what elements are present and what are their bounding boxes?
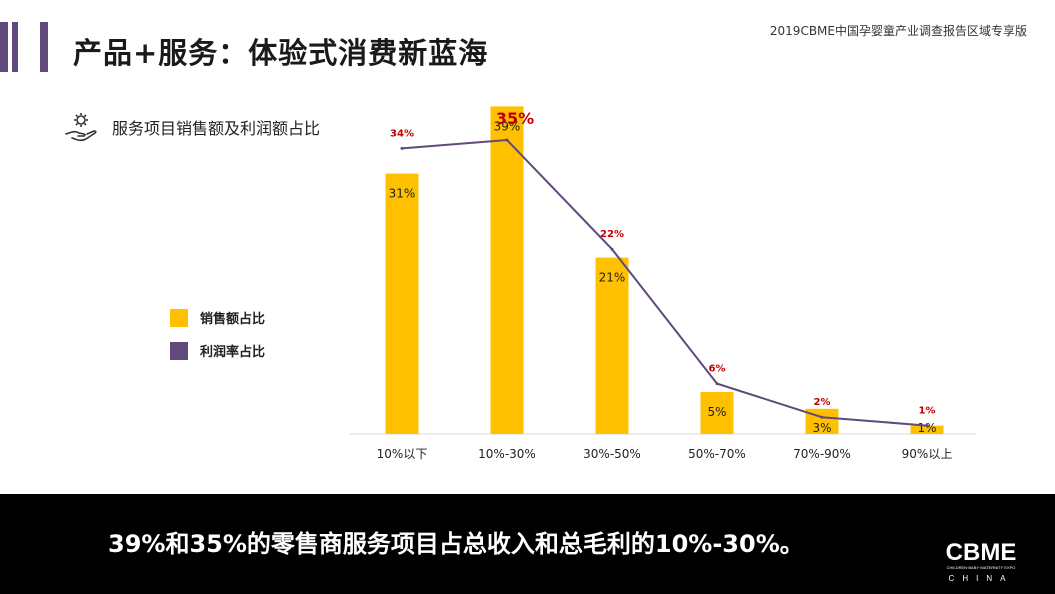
bar-value-label: 1% <box>917 421 936 435</box>
bar-sales-2 <box>595 257 629 434</box>
bar-value-label: 3% <box>812 421 831 435</box>
chart-subtitle-group: 服务项目销售额及利润额占比 <box>64 110 320 144</box>
legend-label: 利润率占比 <box>200 345 266 360</box>
bar-value-label: 39% <box>494 119 521 133</box>
line-point-profit-0 <box>400 146 404 150</box>
line-profit <box>401 138 928 427</box>
x-tick-label: 10%-30% <box>478 447 536 461</box>
accent-bar <box>40 22 48 72</box>
bar-value-label: 21% <box>599 271 626 285</box>
footer-summary: 39%和35%的零售商服务项目占总收入和总毛利的10%-30%。 <box>108 530 804 558</box>
footer-banner: 39%和35%的零售商服务项目占总收入和总毛利的10%-30%。 CBME CH… <box>0 494 1055 594</box>
bar-sales-1 <box>490 106 524 435</box>
legend-swatch <box>170 341 188 360</box>
legend-label: 销售额占比 <box>200 312 266 327</box>
legend-swatch <box>170 308 188 327</box>
x-tick-label: 10%以下 <box>377 447 428 461</box>
accent-bar <box>0 22 8 72</box>
line-value-label: 6% <box>709 364 726 375</box>
bar-line-chart: 31% 39% 21% 5% 3% 1% 34% 35% 22% 6% 2% 1% 10%以下 10%-3… <box>350 106 976 461</box>
x-tick-label: 90%以上 <box>902 447 953 461</box>
line-point-profit-2 <box>610 247 614 251</box>
line-point-profit-5 <box>925 424 929 428</box>
line-value-label: 22% <box>600 229 624 240</box>
line-point-profit-4 <box>820 415 824 419</box>
chart-legend: 销售额占比 利润率占比 <box>170 308 265 374</box>
svg-text:CHINA: CHINA <box>949 574 1014 583</box>
line-value-label: 35% <box>496 109 534 128</box>
bar-value-label: 5% <box>707 405 726 419</box>
line-point-profit-3 <box>715 382 719 386</box>
gear-hand-icon <box>65 113 97 142</box>
bar-sales-3 <box>700 392 734 434</box>
line-point-profit-1 <box>505 138 509 142</box>
svg-text:CHILDREN·BABY·MATERNITY EXPO: CHILDREN·BABY·MATERNITY EXPO <box>947 565 1016 570</box>
legend-item-sales: 销售额占比 <box>170 308 265 327</box>
report-name: 2019CBME中国孕婴童产业调查报告区域专享版 <box>769 24 1027 38</box>
x-tick-label: 30%-50% <box>583 447 641 461</box>
bar-sales-0 <box>385 173 419 434</box>
x-tick-label: 50%-70% <box>688 447 746 461</box>
cbme-logo: CBME CHILDREN·BABY·MATERNITY EXPO CHINA <box>946 539 1017 583</box>
x-tick-label: 70%-90% <box>793 447 851 461</box>
chart-subtitle: 服务项目销售额及利润额占比 <box>112 119 321 138</box>
line-value-label: 2% <box>814 397 831 408</box>
page-title: 产品+服务：体验式消费新蓝海 <box>73 36 489 70</box>
line-value-label: 1% <box>919 406 936 417</box>
svg-text:CBME: CBME <box>946 539 1017 566</box>
bar-value-label: 31% <box>389 187 416 201</box>
legend-item-profit: 利润率占比 <box>170 341 265 360</box>
line-value-label: 34% <box>390 128 414 139</box>
accent-bar <box>12 22 18 72</box>
bar-sales-5 <box>910 425 944 434</box>
